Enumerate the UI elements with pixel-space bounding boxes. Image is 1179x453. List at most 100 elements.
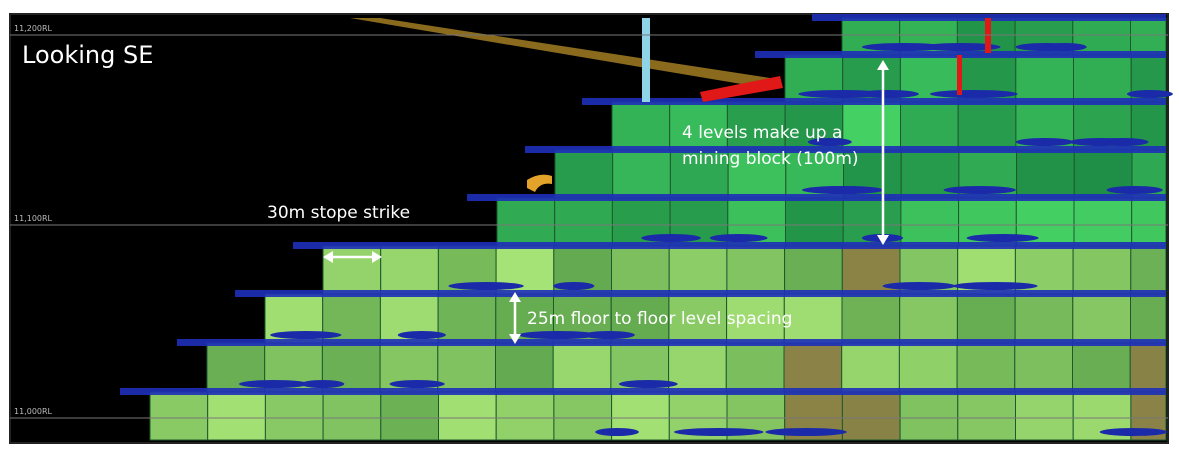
stope-block — [783, 293, 843, 344]
drive — [177, 339, 1166, 346]
drive-lens — [553, 282, 595, 290]
drive-lens — [518, 331, 598, 339]
stope-block — [496, 197, 556, 247]
stope-block — [841, 293, 901, 344]
stope-block — [842, 101, 901, 151]
rl-label: 11,100RL — [14, 214, 53, 223]
stope-block — [495, 391, 555, 441]
arrowhead — [372, 251, 382, 263]
stope-block — [785, 197, 844, 247]
drive — [582, 98, 1166, 105]
arrowhead — [323, 251, 333, 263]
red-raise — [957, 55, 962, 95]
stope-block — [1014, 293, 1074, 344]
stope-block — [669, 101, 728, 151]
drive-lens — [1042, 43, 1087, 51]
level-drives — [120, 14, 1173, 436]
drive-lens — [238, 380, 309, 388]
rl-label: 11,000RL — [14, 407, 53, 416]
annotation: 4 levels make up a — [682, 123, 842, 143]
stope-block — [264, 391, 324, 441]
drive-lens — [1015, 138, 1074, 146]
stope-block — [725, 342, 785, 393]
stope-block — [1072, 245, 1132, 295]
drive — [755, 51, 1166, 58]
arrowhead — [877, 235, 889, 245]
drive — [525, 146, 1166, 153]
stope-block — [437, 342, 496, 393]
drive-lens — [921, 43, 1001, 51]
drive-lens — [448, 282, 524, 290]
view-label: Looking SE — [22, 41, 153, 69]
stope-block — [554, 149, 614, 199]
stope-block — [380, 391, 439, 441]
drive-lens — [397, 331, 446, 339]
red-drive — [700, 76, 783, 102]
stope-block — [611, 245, 670, 295]
drive-lens — [882, 282, 956, 290]
stope-block — [1015, 54, 1074, 103]
drive-lens — [709, 234, 768, 242]
stope-block — [322, 391, 382, 441]
stope-block — [898, 342, 958, 393]
stope-block — [727, 149, 787, 199]
shaft — [642, 18, 650, 102]
drive-lens — [1106, 186, 1163, 194]
rl-label: 11,200RL — [14, 24, 53, 33]
stope-block — [1073, 197, 1133, 247]
stope-block — [554, 197, 613, 247]
stope-block — [726, 101, 786, 151]
ore-pass — [527, 174, 552, 192]
drive-lens — [300, 380, 345, 388]
annotation: 25m floor to floor level spacing — [527, 309, 792, 329]
stope-block — [438, 391, 497, 441]
stope-block — [900, 197, 960, 247]
drive-lens — [389, 380, 445, 388]
drive-lens — [641, 234, 701, 242]
drive-lens — [807, 138, 852, 146]
drive-lens — [1099, 428, 1168, 436]
stope-block — [1131, 197, 1167, 247]
stope-block — [1073, 54, 1132, 103]
drive-lens — [765, 428, 847, 436]
stope-block — [956, 342, 1016, 393]
stope-block — [1072, 293, 1132, 344]
drive-lens — [583, 331, 635, 339]
drive — [120, 388, 1166, 395]
stope-block — [1129, 342, 1167, 393]
stope-block — [611, 101, 671, 151]
stope-block — [669, 149, 729, 199]
stope-block — [841, 391, 901, 441]
stope-block — [552, 342, 612, 393]
stope-block — [668, 342, 727, 393]
stope-block — [1130, 293, 1167, 344]
drive — [235, 290, 1166, 297]
stope-block — [1014, 342, 1073, 393]
stope-block — [783, 342, 843, 393]
stope-block — [612, 149, 671, 199]
stope-block — [784, 245, 843, 295]
stope-block — [1072, 342, 1131, 393]
drive-lens — [857, 90, 919, 98]
stope-block — [899, 293, 958, 344]
drive-lens — [801, 186, 884, 194]
drive-lens — [1126, 90, 1173, 98]
stope-block — [957, 101, 1017, 151]
drive-lens — [1069, 138, 1133, 146]
arrowhead — [877, 60, 889, 70]
stope-block — [380, 245, 439, 295]
stope-block — [957, 391, 1016, 441]
arrowhead — [509, 292, 521, 302]
drive-lens — [595, 428, 639, 436]
drive — [293, 242, 1166, 249]
drive-lens — [966, 234, 1039, 242]
drive — [467, 194, 1166, 201]
annotation: 30m stope strike — [267, 203, 410, 223]
stope-block — [899, 391, 959, 441]
stope-block — [726, 245, 786, 295]
stope-block — [1016, 149, 1075, 199]
stope-block — [841, 342, 900, 393]
drive-lens — [929, 90, 1018, 98]
